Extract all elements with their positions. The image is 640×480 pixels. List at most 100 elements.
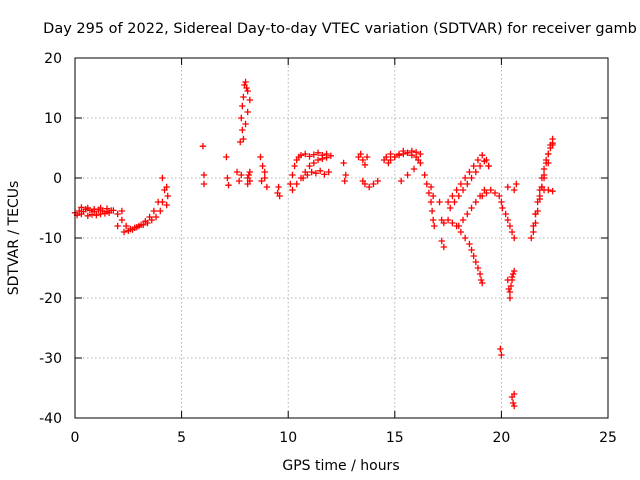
data-point [114,222,121,230]
data-point [242,120,249,128]
data-point [453,222,460,230]
x-tick-label: 20 [492,430,510,446]
data-point [449,192,456,200]
data-point [239,126,246,134]
x-tick-label: 25 [599,430,617,446]
y-axis-tick-labels: 20 10 0 -10 -20 -30 -40 [39,51,62,427]
data-point [306,162,313,170]
data-point [240,93,247,101]
y-tick-label: -20 [39,291,62,307]
data-point [502,210,509,218]
data-point [530,228,537,236]
data-point [383,153,390,161]
data-point [510,390,518,398]
data-point [429,192,437,200]
y-tick-label: 20 [44,51,62,67]
data-point [466,168,473,176]
data-point [476,162,484,170]
data-point [545,159,552,167]
x-axis-label: GPS time / hours [282,458,399,474]
data-point [444,198,452,206]
x-tick-label: 0 [71,430,80,446]
data-point [498,351,505,359]
data-point [510,267,518,275]
data-point [387,150,394,158]
data-point [423,180,430,188]
data-point [257,153,264,161]
data-point [200,180,208,188]
data-point [291,162,298,170]
data-point [110,207,117,214]
data-point [431,222,438,230]
data-point [528,234,535,242]
data-point [154,198,162,206]
data-point [483,189,490,197]
data-point [506,288,514,296]
data-point [417,159,424,167]
data-point [464,210,471,218]
data-point [263,183,271,191]
data-point [244,108,251,116]
data-point [427,183,435,191]
data-point [499,204,506,212]
data-point [485,162,492,170]
data-point [487,186,494,194]
data-point [276,192,283,200]
data-point [363,153,371,161]
y-tick-label: 10 [44,111,62,127]
data-point [449,219,456,227]
data-point [509,270,517,278]
data-point [142,218,149,225]
data-point [152,213,160,221]
data-point [258,177,265,185]
data-point [498,198,505,206]
data-point [340,159,347,167]
data-point [237,138,244,146]
data-point [468,246,475,254]
data-point [549,141,556,149]
data-point [404,171,411,179]
data-point [506,294,514,302]
data-point [387,156,394,164]
data-point [395,152,403,159]
data-point [481,158,488,165]
data-point [417,150,424,158]
data-point [508,273,516,281]
data-point [540,174,548,182]
data-point [472,258,480,266]
data-point [510,186,518,194]
data-point [366,183,373,191]
data-point [357,150,364,158]
data-point [118,207,126,215]
data-point [440,243,448,251]
data-point [457,228,465,236]
data-point [299,174,307,182]
data-point [199,143,207,150]
data-point [327,152,335,159]
data-point [261,168,268,176]
data-point [436,198,443,206]
data-point [341,177,348,185]
data-point [507,282,515,290]
data-point [289,171,296,179]
x-axis-tick-labels: 0 5 10 15 20 25 [71,430,617,446]
data-point [137,221,145,228]
data-point [429,216,437,224]
data-point [472,168,480,176]
data-point [245,171,252,179]
data-point [534,198,541,206]
data-point [421,171,428,179]
data-point [468,204,475,212]
data-point [404,149,411,156]
data-point [459,186,467,194]
data-point [510,234,518,242]
data-point [464,180,471,188]
data-point [447,204,454,212]
data-point [316,167,324,174]
data-point [118,216,126,224]
data-point [321,171,328,178]
plot-frame [74,57,609,419]
data-point [120,228,128,236]
data-point [325,168,332,176]
